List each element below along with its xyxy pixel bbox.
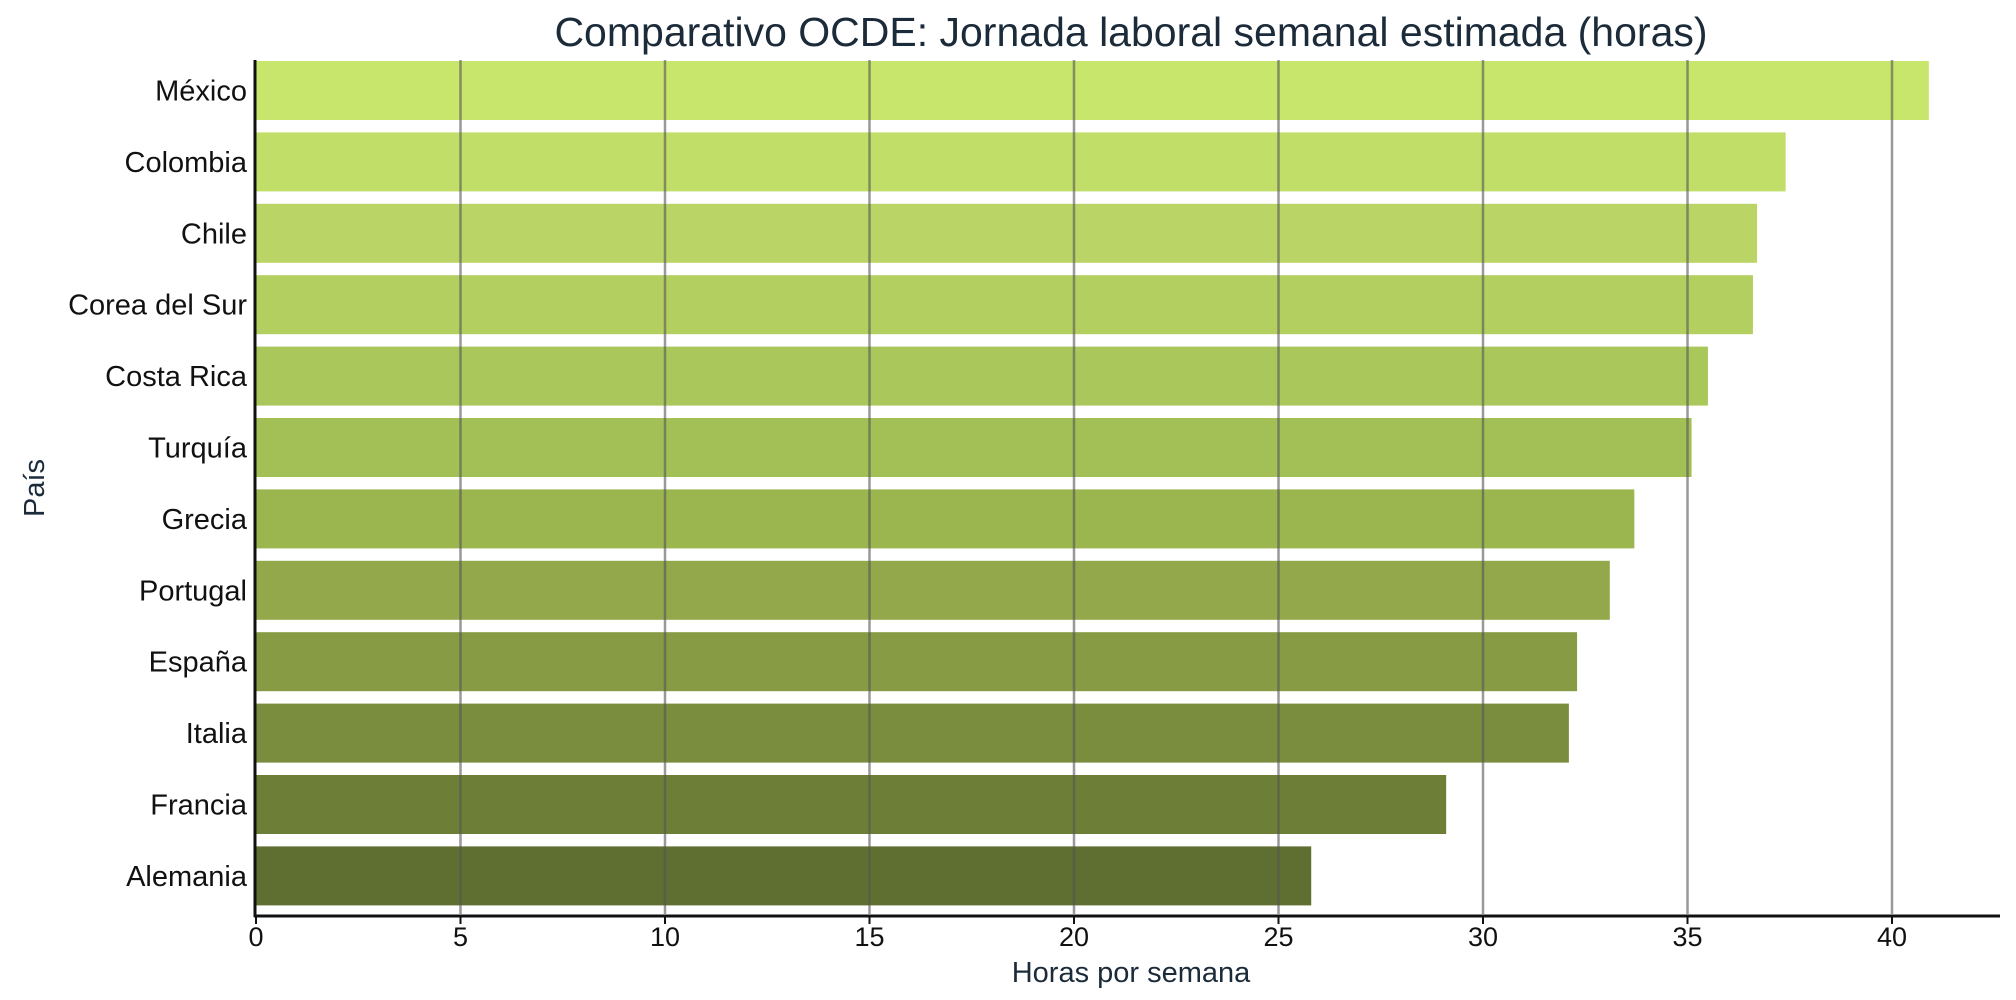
- bar: [256, 632, 1578, 692]
- bar: [256, 846, 1312, 906]
- category-label: Costa Rica: [105, 361, 248, 393]
- bar: [256, 346, 1708, 406]
- bar: [256, 418, 1692, 477]
- bar: [256, 775, 1447, 834]
- chart-title: Comparativo OCDE: Jornada laboral semana…: [554, 9, 1707, 55]
- x-tick-label: 40: [1877, 922, 1907, 952]
- bar: [256, 61, 1929, 120]
- x-tick-label: 15: [854, 922, 884, 952]
- x-axis-label: Horas por semana: [1012, 957, 1251, 989]
- x-tick-label: 20: [1059, 922, 1089, 952]
- category-label: Italia: [186, 718, 248, 750]
- bar: [256, 560, 1610, 620]
- bars: [256, 61, 1929, 906]
- category-label: Francia: [150, 790, 248, 822]
- x-tick-label: 0: [248, 922, 263, 952]
- category-label: Corea del Sur: [68, 290, 247, 322]
- category-label: Colombia: [125, 147, 248, 179]
- category-label: Grecia: [162, 504, 248, 536]
- category-label: Alemania: [126, 861, 248, 893]
- x-tick-label: 25: [1263, 922, 1293, 952]
- category-label: España: [149, 647, 248, 679]
- bar: [256, 203, 1758, 263]
- grid-lines: [459, 60, 1894, 914]
- x-tick-label: 5: [453, 922, 468, 952]
- category-label: Portugal: [139, 575, 247, 607]
- bar: [256, 132, 1786, 192]
- category-label: Chile: [181, 218, 247, 250]
- x-tick-label: 35: [1672, 922, 1702, 952]
- category-label: México: [155, 76, 247, 108]
- bar: [256, 489, 1635, 549]
- x-tick-label: 10: [650, 922, 680, 952]
- category-labels: México Colombia Chile Corea del Sur Costa Ri…: [68, 76, 248, 893]
- x-axis-ticks: 0 5 10 15 20 25 30 35 40: [248, 916, 1907, 952]
- bar: [256, 703, 1569, 763]
- y-axis-label: País: [19, 459, 51, 517]
- bar: [256, 275, 1753, 335]
- category-label: Turquía: [148, 433, 248, 465]
- x-tick-label: 30: [1468, 922, 1498, 952]
